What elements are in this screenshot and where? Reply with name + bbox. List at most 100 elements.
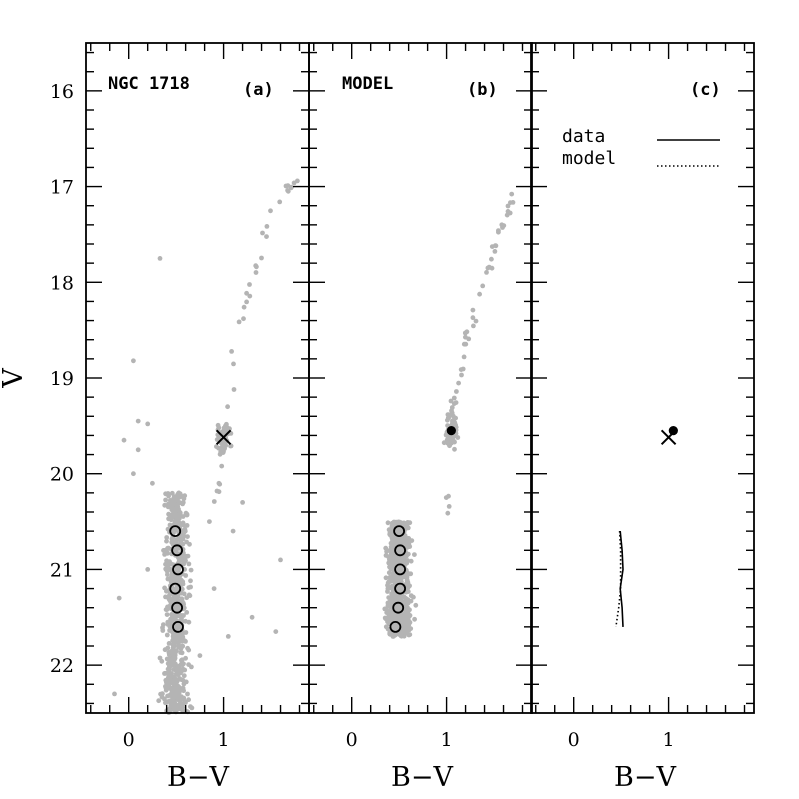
- data-point: [164, 535, 170, 540]
- data-point: [188, 584, 194, 590]
- data-point: [181, 688, 187, 694]
- data-point: [182, 526, 188, 532]
- data-point: [186, 592, 192, 598]
- model-point: [452, 439, 457, 445]
- y-tick-label: 17: [50, 177, 74, 199]
- model-series-line: [615, 531, 622, 628]
- y-tick-label: 18: [50, 272, 74, 294]
- model-point: [386, 610, 392, 616]
- data-point: [229, 349, 235, 354]
- cross-marker: [215, 429, 232, 446]
- model-point: [400, 620, 406, 626]
- y-tick-label: 21: [50, 559, 74, 581]
- model-point: [459, 372, 464, 378]
- data-point: [184, 512, 190, 518]
- data-point: [174, 502, 179, 508]
- data-point: [170, 597, 176, 603]
- model-point: [391, 613, 396, 618]
- data-point: [179, 613, 185, 618]
- x-axis-title-b: B−V: [391, 762, 453, 793]
- data-point: [135, 447, 141, 453]
- data-point: [163, 700, 168, 706]
- model-point: [486, 264, 492, 270]
- data-point: [177, 494, 183, 499]
- model-point: [387, 631, 393, 637]
- data-point: [167, 624, 173, 630]
- model-point: [385, 603, 391, 609]
- data-point: [228, 443, 233, 449]
- x-axis-title-c: B−V: [614, 762, 676, 793]
- open-circle-marker: [172, 563, 184, 576]
- model-point: [461, 354, 467, 360]
- panel-a-points: [112, 178, 300, 715]
- data-point: [178, 650, 184, 655]
- data-point: [174, 604, 180, 610]
- data-point: [180, 600, 186, 606]
- data-point: [254, 264, 259, 270]
- model-point: [401, 613, 406, 618]
- model-point: [505, 203, 511, 209]
- data-point: [177, 638, 183, 644]
- model-point: [489, 256, 494, 262]
- data-point: [170, 662, 176, 668]
- model-point: [496, 228, 501, 234]
- data-point: [112, 691, 117, 697]
- open-circle-marker: [394, 544, 407, 557]
- data-point: [188, 578, 193, 584]
- model-point: [406, 622, 412, 628]
- data-point: [184, 610, 190, 615]
- data-point: [183, 630, 189, 635]
- data-point: [167, 698, 173, 704]
- model-point: [382, 615, 388, 621]
- model-point: [390, 573, 396, 578]
- data-point: [178, 697, 184, 703]
- model-point: [385, 548, 391, 553]
- data-point: [175, 677, 181, 682]
- model-point: [389, 523, 395, 529]
- data-point: [121, 437, 127, 443]
- data-point: [167, 522, 173, 528]
- data-point: [253, 270, 259, 275]
- data-point: [247, 282, 252, 287]
- data-point: [163, 594, 168, 600]
- data-point: [180, 677, 186, 683]
- data-point: [175, 519, 180, 524]
- model-point: [385, 626, 391, 632]
- data-point: [166, 511, 172, 517]
- model-point: [456, 380, 461, 386]
- data-point: [180, 514, 186, 519]
- data-point: [285, 188, 291, 194]
- model-point: [406, 571, 412, 577]
- panel-b-points: [382, 191, 516, 639]
- y-axis-title: V: [0, 368, 29, 389]
- data-point: [165, 693, 171, 699]
- open-circle-marker: [172, 621, 184, 633]
- model-point: [383, 553, 389, 558]
- model-point: [387, 585, 393, 591]
- data-point: [264, 234, 269, 240]
- model-point: [385, 580, 391, 586]
- data-point: [164, 612, 170, 617]
- open-circle-marker: [171, 601, 184, 614]
- open-circle-marker: [389, 621, 402, 633]
- model-point: [492, 249, 498, 254]
- model-point: [405, 608, 411, 614]
- model-point: [391, 536, 397, 541]
- data-point: [175, 692, 181, 698]
- model-point: [445, 440, 451, 446]
- panel-c-tag: (c): [690, 80, 721, 100]
- open-circle-marker: [171, 544, 184, 557]
- data-point: [277, 199, 283, 205]
- data-point: [183, 573, 189, 578]
- x-tick-label: 1: [441, 729, 453, 751]
- model-point: [391, 579, 397, 585]
- data-point: [165, 661, 171, 666]
- data-point: [163, 491, 169, 497]
- data-point: [177, 670, 183, 676]
- data-point: [162, 671, 167, 676]
- data-point: [183, 655, 189, 661]
- model-point: [398, 633, 404, 638]
- model-point: [489, 244, 495, 250]
- data-point: [165, 572, 170, 577]
- markers: [169, 426, 678, 633]
